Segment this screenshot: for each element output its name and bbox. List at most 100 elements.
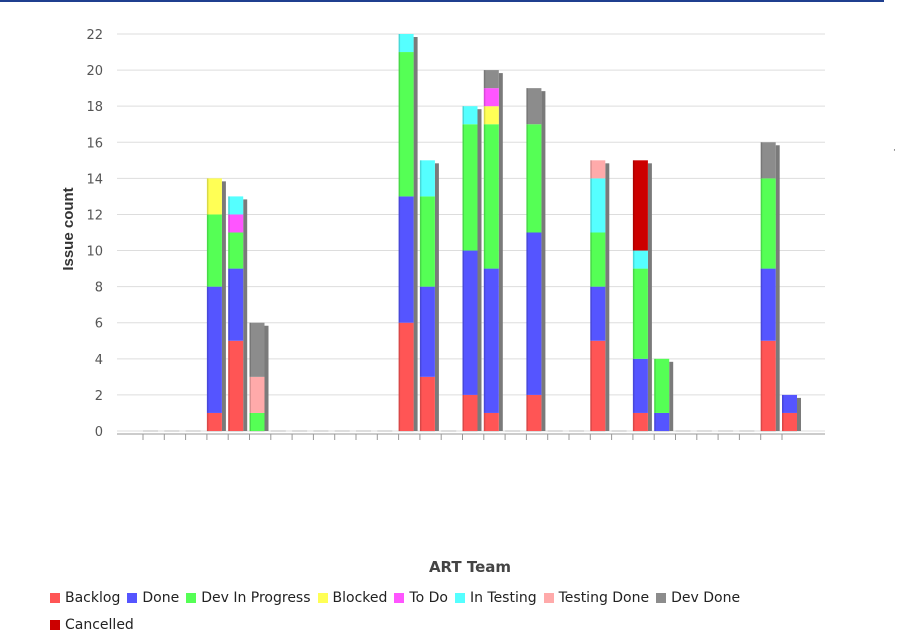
bar-segment-dev-done[interactable] xyxy=(249,322,265,377)
bar-segment-edge xyxy=(632,412,635,431)
bar-segment-edge xyxy=(228,196,230,215)
legend-label: Cancelled xyxy=(65,616,134,633)
bar-segment-edge xyxy=(483,106,486,125)
bar-segment-dev-in-progress[interactable] xyxy=(206,214,222,287)
bar-segment-edge xyxy=(632,268,635,359)
bar-segment-edge xyxy=(760,340,763,431)
bar-segment-edge xyxy=(228,214,230,233)
bar-segment-done[interactable] xyxy=(590,286,606,341)
bar-segment-done[interactable] xyxy=(782,394,797,413)
legend-item-backlog[interactable]: Backlog xyxy=(50,588,120,607)
bar-segment-edge xyxy=(483,70,486,89)
bar-segment-dev-in-progress[interactable] xyxy=(590,232,606,287)
bar-segment-edge xyxy=(249,376,251,413)
top-border-line xyxy=(0,0,884,2)
bar-segment-dev-in-progress[interactable] xyxy=(249,412,265,431)
bar-segment-edge xyxy=(228,268,230,341)
legend-item-blocked[interactable]: Blocked xyxy=(317,588,387,607)
legend-item-testing-done[interactable]: Testing Done xyxy=(543,588,649,607)
bar-segment-done[interactable] xyxy=(228,268,244,341)
legend-swatch xyxy=(454,592,465,603)
edge-mark: · xyxy=(893,146,896,156)
bar-segment-dev-in-progress[interactable] xyxy=(483,124,499,269)
bar-segment-done[interactable] xyxy=(526,232,542,395)
legend-item-cancelled[interactable]: Cancelled xyxy=(50,615,134,634)
bar-segment-in-testing[interactable] xyxy=(419,160,435,197)
bar-segment-backlog[interactable] xyxy=(782,412,797,431)
legend-item-in-testing[interactable]: In Testing xyxy=(454,588,537,607)
bar-segment-dev-done[interactable] xyxy=(760,142,776,179)
bar-segment-edge xyxy=(590,160,592,179)
bar-segment-dev-in-progress[interactable] xyxy=(419,196,435,287)
bar-segment-edge xyxy=(526,124,528,233)
bar-segment-edge xyxy=(654,358,656,413)
x-axis-label: ART Team xyxy=(429,558,511,576)
bar-segment-dev-in-progress[interactable] xyxy=(654,358,670,413)
bar-shadow xyxy=(541,91,546,432)
bar-segment-backlog[interactable] xyxy=(760,340,776,431)
legend-item-to-do[interactable]: To Do xyxy=(394,588,448,607)
y-tick-label: 12 xyxy=(86,208,103,223)
bar-segment-dev-in-progress[interactable] xyxy=(462,124,478,251)
bar-segment-edge xyxy=(760,268,763,341)
bar-segment-testing-done[interactable] xyxy=(590,160,606,179)
bar-segment-done[interactable] xyxy=(206,286,222,413)
bar-segment-done[interactable] xyxy=(462,250,478,395)
bar-segment-dev-done[interactable] xyxy=(526,88,542,125)
bar-segment-done[interactable] xyxy=(483,268,499,413)
legend-swatch xyxy=(543,592,554,603)
bar-segment-backlog[interactable] xyxy=(590,340,606,431)
y-axis-label: Issue count xyxy=(60,187,77,270)
bar-segment-edge xyxy=(483,88,486,107)
bar-segment-edge xyxy=(526,394,528,431)
bar-segment-dev-in-progress[interactable] xyxy=(760,178,776,269)
bar-segment-in-testing[interactable] xyxy=(462,106,478,125)
bar-segment-in-testing[interactable] xyxy=(398,34,414,53)
bar-shadow xyxy=(775,145,780,432)
bar-segment-done[interactable] xyxy=(398,196,414,323)
bar-segment-edge xyxy=(462,250,464,395)
bar-segment-in-testing[interactable] xyxy=(632,250,648,269)
bar-segment-edge xyxy=(398,52,401,197)
bar-segment-backlog[interactable] xyxy=(483,412,499,431)
bar-segment-done[interactable] xyxy=(760,268,776,341)
bar-segment-to-do[interactable] xyxy=(228,214,244,233)
bar-segment-in-testing[interactable] xyxy=(590,178,606,233)
bar-segment-done[interactable] xyxy=(632,358,648,413)
bar-segment-backlog[interactable] xyxy=(632,412,648,431)
legend-item-done[interactable]: Done xyxy=(127,588,179,607)
bar-segment-in-testing[interactable] xyxy=(228,196,244,215)
bar-segment-done[interactable] xyxy=(419,286,435,377)
legend-item-dev-in-progress[interactable]: Dev In Progress xyxy=(186,588,311,607)
bar-segment-blocked[interactable] xyxy=(483,106,499,125)
bar-segment-cancelled[interactable] xyxy=(632,160,648,251)
bar-shadow xyxy=(413,37,418,431)
bar-segment-dev-in-progress[interactable] xyxy=(632,268,648,359)
bar-segment-testing-done[interactable] xyxy=(249,376,265,413)
y-tick-label: 8 xyxy=(95,281,103,296)
bar-segment-edge xyxy=(654,412,656,431)
bar-segment-edge xyxy=(398,196,401,323)
bar-segment-backlog[interactable] xyxy=(228,340,244,431)
legend-item-dev-done[interactable]: Dev Done xyxy=(656,588,740,607)
bar-segment-blocked[interactable] xyxy=(206,178,222,215)
bar-segment-backlog[interactable] xyxy=(526,394,542,431)
bar-segment-edge xyxy=(590,232,592,287)
bar-segment-edge xyxy=(249,322,251,377)
bar-shadow xyxy=(498,73,503,431)
bar-segment-backlog[interactable] xyxy=(462,394,478,431)
bar-segment-edge xyxy=(228,232,230,269)
bar-segment-backlog[interactable] xyxy=(398,322,414,431)
stacked-bar-chart: 0 2 4 6 8 10 12 14 16 18 20 22 Issue count ART Team xyxy=(60,28,825,576)
bar-segment-dev-in-progress[interactable] xyxy=(398,52,414,197)
bar-segment-done[interactable] xyxy=(654,412,670,431)
bar-segment-backlog[interactable] xyxy=(206,412,222,431)
bar-segment-dev-in-progress[interactable] xyxy=(526,124,542,233)
bar-segment-to-do[interactable] xyxy=(483,88,499,107)
y-tick-label: 6 xyxy=(95,317,103,332)
y-tick-label: 2 xyxy=(95,389,103,404)
bar-segment-dev-done[interactable] xyxy=(483,70,499,89)
bar-segment-backlog[interactable] xyxy=(419,376,435,431)
bar-segment-edge xyxy=(462,394,464,431)
bar-segment-dev-in-progress[interactable] xyxy=(228,232,244,269)
